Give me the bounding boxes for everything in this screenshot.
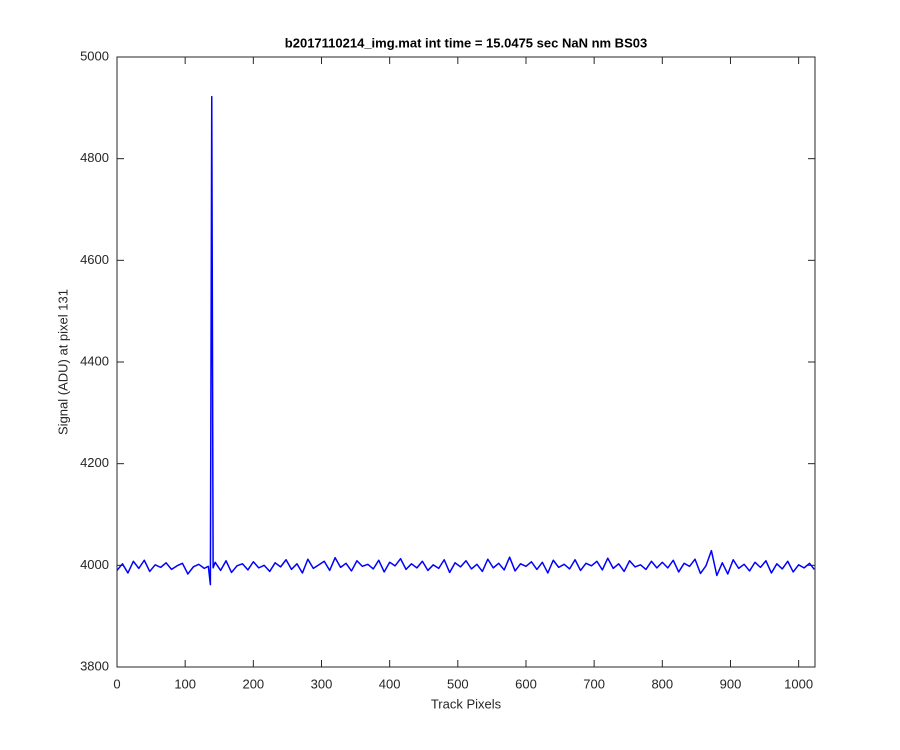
x-tick-label: 800	[651, 676, 673, 691]
y-tick-label: 4400	[80, 353, 109, 368]
x-tick-label: 400	[379, 676, 401, 691]
y-tick-label: 5000	[80, 48, 109, 63]
x-tick-label: 1000	[784, 676, 813, 691]
x-tick-label: 500	[447, 676, 469, 691]
y-tick-label: 4000	[80, 557, 109, 572]
x-tick-label: 300	[311, 676, 333, 691]
y-tick-label: 4600	[80, 252, 109, 267]
x-tick-label: 100	[174, 676, 196, 691]
x-axis-label: Track Pixels	[431, 696, 502, 711]
plot-frame	[116, 56, 816, 668]
y-tick-label: 4200	[80, 455, 109, 470]
x-tick-label: 900	[720, 676, 742, 691]
y-tick-label: 3800	[80, 658, 109, 673]
x-tick-label: 0	[113, 676, 120, 691]
x-tick-label: 700	[583, 676, 605, 691]
y-tick-label: 4800	[80, 150, 109, 165]
x-tick-label: 200	[242, 676, 264, 691]
chart-title: b2017110214_img.mat int time = 15.0475 s…	[285, 35, 647, 50]
data-line	[116, 95, 815, 586]
x-tick-label: 600	[515, 676, 537, 691]
y-axis-label: Signal (ADU) at pixel 131	[55, 289, 70, 435]
